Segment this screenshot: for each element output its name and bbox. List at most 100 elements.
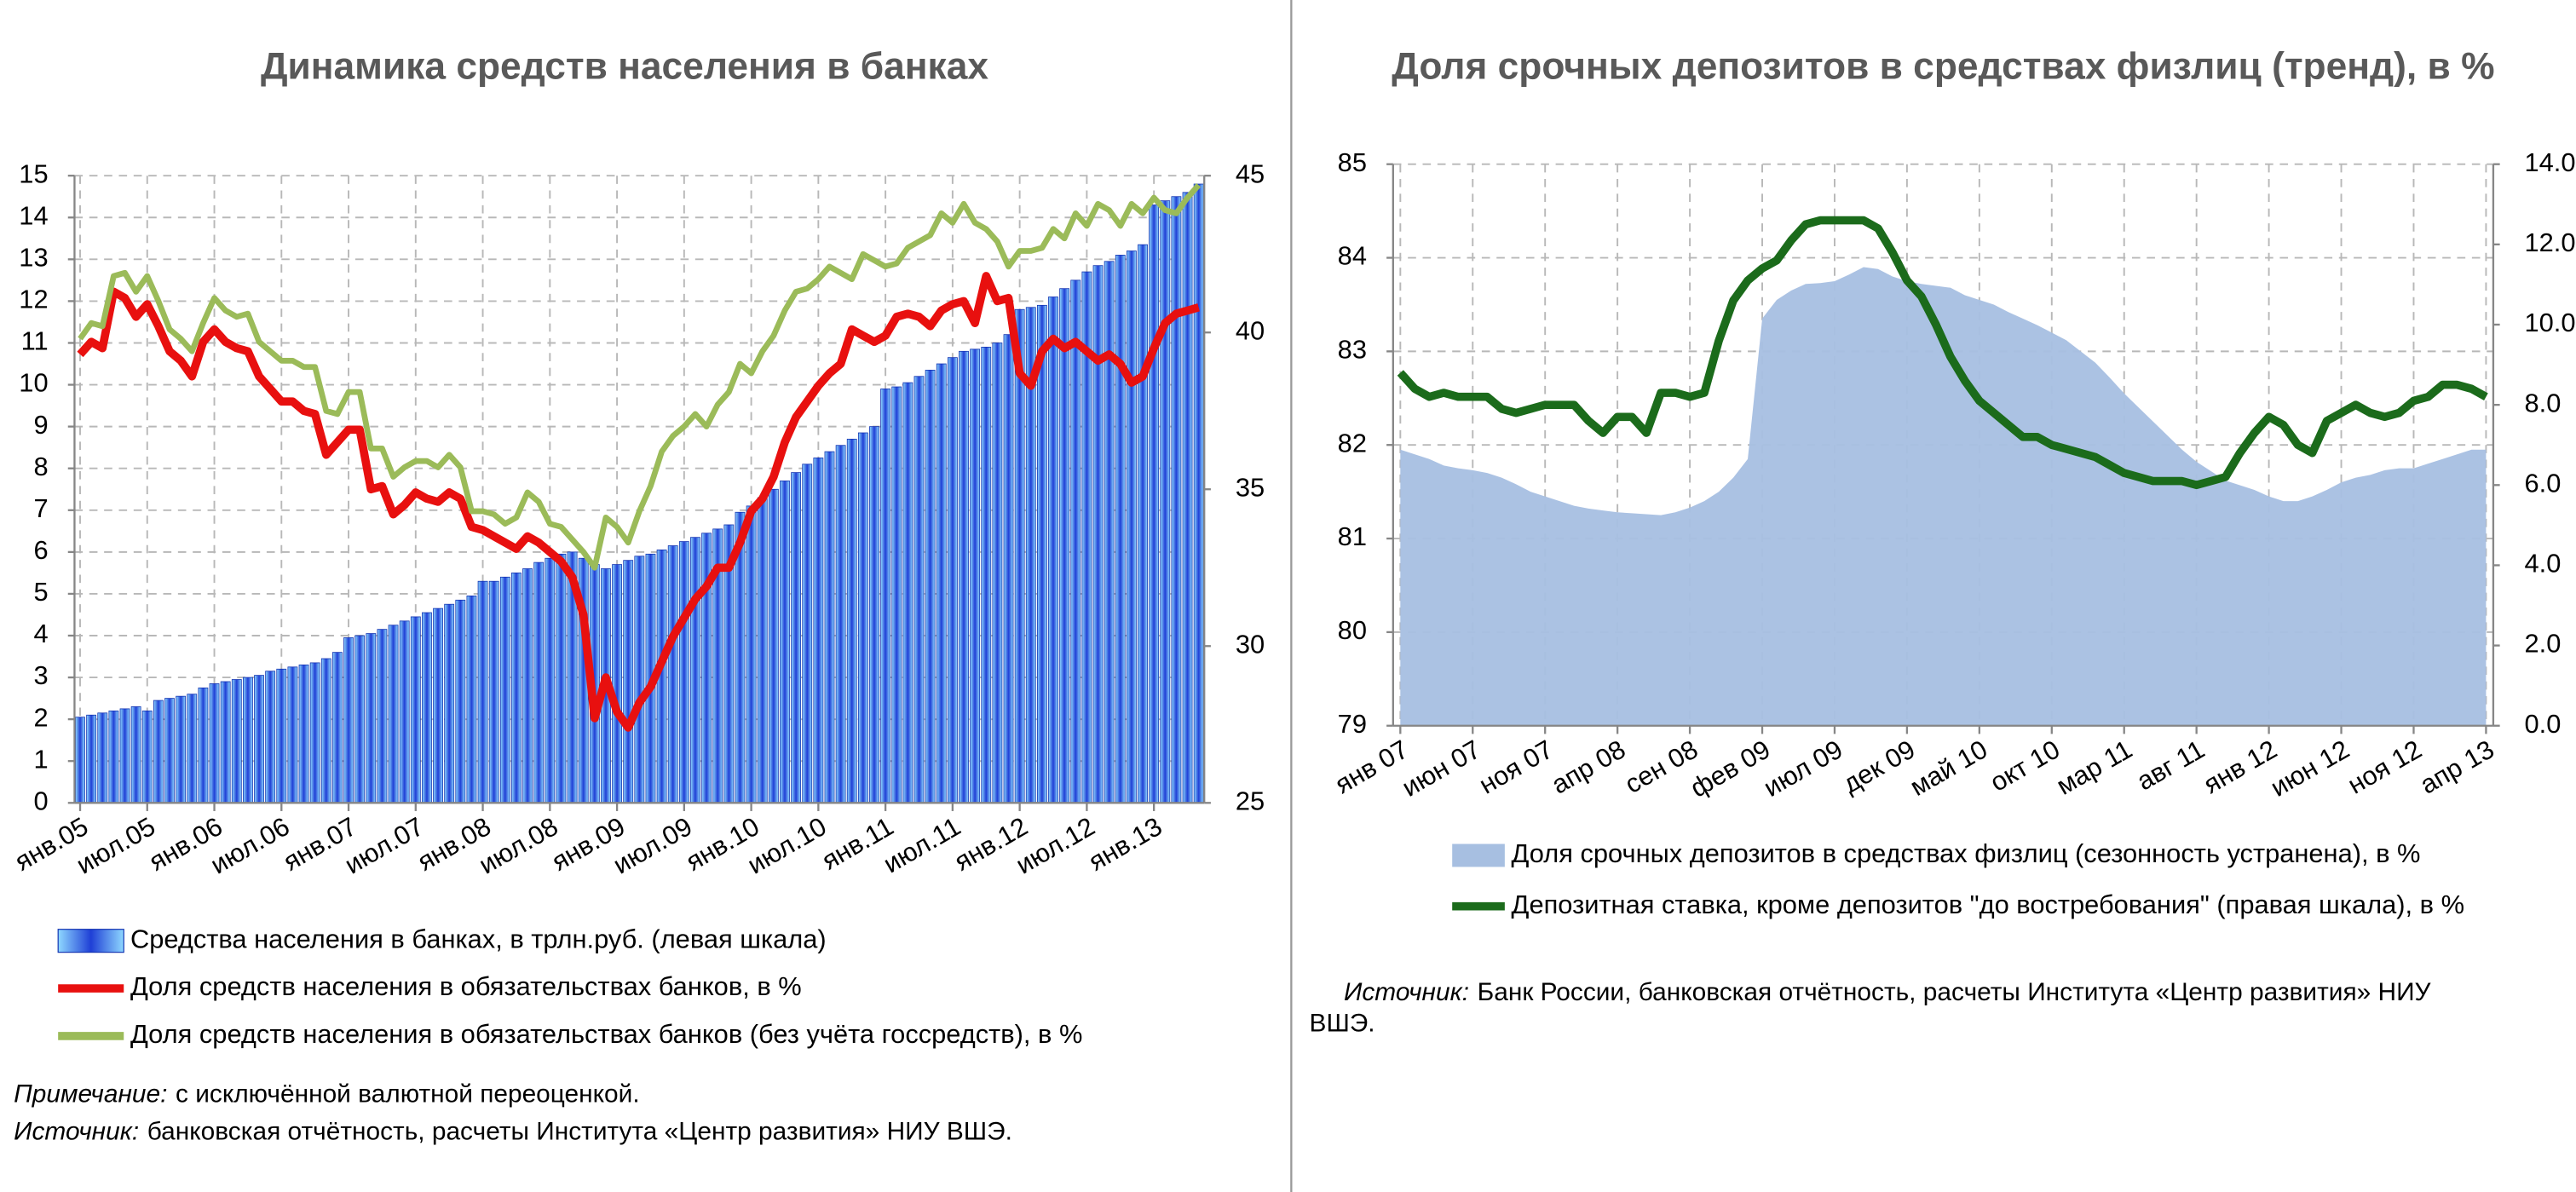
bar [488,580,499,803]
bar [309,662,320,803]
bar [119,708,130,803]
x-tick-label: дек 09 [1837,734,1920,799]
bar [410,616,421,803]
bar [354,635,366,803]
bar [1171,196,1182,803]
bar [399,620,410,803]
y2-tick-label: 12.0 [2525,227,2576,257]
bar [511,573,522,803]
bar [1003,334,1014,803]
bar [287,666,298,803]
y-tick-label: 79 [1338,709,1367,739]
bar [209,683,220,803]
bar [332,652,343,803]
x-tick-label: июл 09 [1759,734,1848,803]
x-tick-label: сен 08 [1620,734,1703,800]
bar [231,679,242,803]
bar [612,564,622,803]
y2-tick-label: 25 [1236,786,1265,815]
y-tick-label: 83 [1338,335,1367,365]
y-tick-label: 9 [33,410,48,440]
bar [880,389,891,803]
chart-title: Доля срочных депозитов в средствах физли… [1392,46,2494,88]
x-tick-label: янв 12 [2199,734,2282,800]
bar [187,694,198,803]
bar [869,426,879,803]
y2-tick-label: 40 [1236,315,1265,345]
source: Источник: Банк России, банковская отчётно… [1344,978,2432,1006]
bar [1104,261,1115,803]
y-tick-label: 80 [1338,615,1367,645]
y2-tick-label: 4.0 [2525,549,2562,579]
x-tick-label: мар 11 [2051,734,2137,801]
x-tick-label: ноя 07 [1474,734,1559,800]
y-tick-label: 7 [33,493,48,523]
bar [1127,250,1137,803]
bar [981,347,992,803]
source-label: Источник: [14,1118,139,1146]
y2-tick-label: 45 [1236,158,1265,188]
bar [153,700,164,803]
y-tick-label: 0 [33,786,48,815]
bar [75,717,85,803]
x-tick-label: апр 13 [2415,734,2499,800]
bar [444,603,455,803]
x-tick-label: май 10 [1905,734,1992,803]
bar [164,698,175,803]
x-tick-label: июн 07 [1397,734,1485,803]
y-tick-label: 5 [33,577,48,607]
bar [1048,297,1058,803]
bar [422,612,432,803]
bar [1059,288,1070,803]
bar [477,580,488,803]
bar [780,481,790,803]
legend-label: Депозитная ставка, кроме депозитов "до в… [1512,890,2464,919]
bar [108,710,119,803]
bar [176,695,187,803]
bar [1070,279,1081,803]
line [77,272,1200,732]
bar [343,637,354,803]
bar [857,432,868,803]
y-tick-label: 3 [33,660,48,690]
bar [835,445,846,803]
y2-tick-label: 30 [1236,629,1265,659]
bar [388,625,399,803]
bar [141,710,153,803]
x-tick-label: апр 08 [1547,734,1631,800]
bar [455,599,466,803]
bar [1014,308,1025,803]
bar [970,348,981,803]
x-tick-label: янв 07 [1330,734,1414,800]
bar [791,472,802,803]
y-tick-label: 84 [1338,241,1367,271]
bar [466,595,477,803]
bar [130,706,141,803]
x-tick-label: июн 12 [2266,734,2354,803]
bar [320,658,331,803]
bar [1182,192,1193,803]
bar [556,553,567,803]
line [78,182,1202,571]
bar [634,556,645,803]
bar [936,363,947,803]
legend-swatch [1452,844,1505,867]
bar [254,675,264,803]
bar [198,687,209,803]
x-tick-label: июл.11 [879,811,966,878]
bar [925,369,936,803]
bar [678,541,689,803]
x-tick-label: авг 11 [2132,734,2210,797]
bar [366,633,377,803]
bar [690,537,700,803]
legend-swatch [57,929,124,953]
y-tick-label: 82 [1338,428,1367,458]
y-tick-label: 4 [33,619,48,648]
bar [802,464,813,803]
bar [533,561,545,803]
y2-tick-label: 14.0 [2525,147,2576,177]
y2-tick-label: 2.0 [2525,629,2562,659]
x-tick-label: янв.13 [1083,811,1167,877]
bar [265,671,276,803]
